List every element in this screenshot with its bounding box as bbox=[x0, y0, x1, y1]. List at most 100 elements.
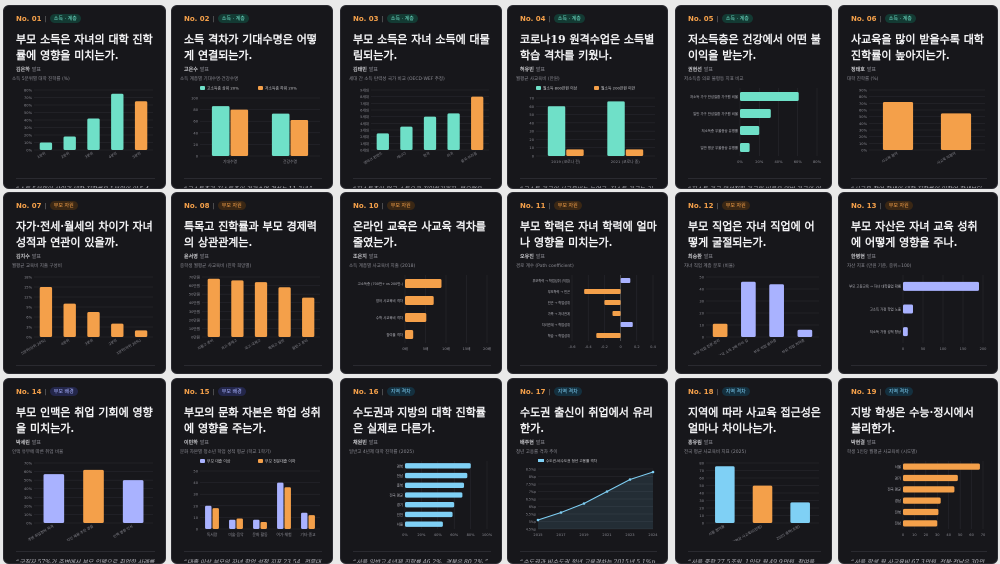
y-tick-label: 20% bbox=[24, 134, 33, 138]
legend-swatch bbox=[200, 459, 205, 463]
x-tick-label: 미국 bbox=[446, 150, 455, 158]
presenter-line: 배주현 발표 bbox=[520, 439, 545, 446]
y-tick-label: 0 bbox=[702, 336, 705, 340]
slide-number: No. 06 bbox=[851, 15, 877, 23]
y-tick-label: 50 bbox=[193, 470, 198, 474]
bar bbox=[790, 502, 810, 523]
x-tick-label: 문화 활동 bbox=[252, 532, 268, 537]
x-tick-label: 2015 bbox=[533, 533, 542, 537]
bar bbox=[271, 113, 290, 156]
x-tick-label: 4분위 bbox=[108, 151, 118, 160]
legend-label: 월소득 800만원 이상 bbox=[543, 86, 578, 91]
chart-caption: 학생 1인당 월평균 사교육비 (시도별) bbox=[847, 450, 918, 455]
chart-caption: 자녀 직업 계층 분포 (비율) bbox=[684, 264, 735, 269]
takeaway-quote: “저소득층이 평균 소득으로 진입하기까지, 북유럽은 2~3세대, 한국·브라… bbox=[353, 178, 491, 188]
chart-caption: 전국 평균 사교육비 지표 (2025) bbox=[684, 450, 747, 455]
chart-caption: 인맥 유무에 따른 취업 비율 bbox=[12, 450, 64, 455]
slide-card[interactable]: No. 06 | 소득 · 계층 사교육을 많이 받을수록 대학 진학률이 높아지는가… bbox=[838, 5, 998, 189]
y-tick-label: 참여율 격차 bbox=[386, 332, 404, 337]
slide-card[interactable]: No. 02 | 소득 · 계층 소득 격차가 기대수명은 어떻게 연결되는가. 고은수… bbox=[171, 5, 333, 189]
slide-card[interactable]: No. 19 | 지역 격차 지방 학생은 수능·정시에서 불리한가. 박현결 발표 학생 … bbox=[838, 378, 998, 564]
y-tick-label: 60만원 bbox=[189, 283, 200, 288]
card-header: No. 14 | 부모 배경 bbox=[16, 387, 155, 401]
slide-card[interactable]: No. 03 | 소득 · 계층 부모 소득은 자녀 소득에 대물림되는가. 김태민 발표… bbox=[340, 5, 502, 189]
slide-card[interactable]: No. 11 | 부모 자원 부모 학력은 자녀 학력에 얼마나 영향을 미치는가. 오… bbox=[507, 192, 668, 374]
slide-number: No. 04 bbox=[520, 15, 546, 23]
slide-card[interactable]: No. 13 | 부모 자원 부모 자산은 자녀 교육 성취에 어떻게 영향을 주나.… bbox=[838, 192, 998, 374]
bar bbox=[87, 312, 100, 337]
y-tick-label: 60 bbox=[193, 120, 198, 124]
bar bbox=[405, 279, 442, 288]
bar bbox=[903, 474, 958, 482]
card-header: No. 15 | 부모 배경 bbox=[184, 387, 322, 401]
y-tick-label: 부모학력 → 빈곤 bbox=[548, 289, 570, 294]
y-tick-label: 20% bbox=[859, 135, 868, 139]
slide-card[interactable]: No. 05 | 소득 · 계층 저소득층은 건강에서 어떤 불이익을 받는가. 권현선… bbox=[675, 5, 832, 189]
x-tick-label: 5분위 bbox=[131, 151, 141, 160]
bar bbox=[39, 287, 53, 337]
y-tick-label: 20 bbox=[529, 138, 534, 142]
slide-card[interactable]: No. 17 | 지역 격차 수도권 출신이 취업에서 유리한가. 배주현 발표 청년 고용… bbox=[507, 378, 668, 564]
card-header: No. 18 | 지역 격차 bbox=[688, 387, 821, 401]
y-tick-label: 50만원 bbox=[189, 292, 200, 297]
slide-card[interactable]: No. 01 | 소득 · 계층 부모 소득은 자녀의 대학 진학률에 영향을 미치는… bbox=[3, 5, 166, 189]
y-tick-label: 경기 bbox=[895, 475, 901, 480]
slide-card[interactable]: No. 08 | 부모 자원 특목고 진학률과 부모 경제력의 상관관계는. 윤서영 발표… bbox=[171, 192, 333, 374]
chart-caption: 월평균 사교육비 (만원) bbox=[516, 77, 560, 82]
slide-number: No. 13 bbox=[851, 202, 877, 210]
bar bbox=[741, 281, 756, 337]
slide-card[interactable]: No. 07 | 부모 자원 자가·전세·월세의 차이가 자녀 성적과 연관이 있을까… bbox=[3, 192, 166, 374]
y-tick-label: 20 bbox=[699, 312, 704, 316]
category-tag: 소득 · 계층 bbox=[217, 14, 249, 23]
slide-card[interactable]: No. 16 | 지역 격차 수도권과 지방의 대학 진학률은 실제로 다른가. 채원빈… bbox=[340, 378, 502, 564]
y-tick-label: 0% bbox=[26, 522, 32, 526]
category-tag: 소득 · 계층 bbox=[721, 14, 753, 23]
y-tick-label: 80 bbox=[699, 462, 704, 466]
x-tick-label: 건강수명 bbox=[283, 159, 297, 164]
y-tick-label: 전북 bbox=[895, 509, 901, 514]
slide-title: 부모 인맥은 취업 기회에 영향을 미치는가. bbox=[16, 406, 153, 435]
slide-number: No. 07 bbox=[16, 202, 42, 210]
x-tick-label: 특목고 일반 bbox=[267, 337, 285, 351]
bar bbox=[43, 474, 65, 523]
y-tick-label: 일반 평균 우울증상 유병률 bbox=[700, 145, 738, 150]
legend-swatch bbox=[594, 86, 599, 90]
x-tick-label: 50 bbox=[921, 347, 926, 351]
takeaway-quote: “특목고 준비 중학생의 월 사교육비는 일반고 준비보다 20만원 이상 높다… bbox=[184, 365, 322, 373]
slide-card[interactable]: No. 18 | 지역 격차 지역에 따라 사교육 접근성은 얼마나 차이나는가. 홍유… bbox=[675, 378, 832, 564]
chart-caption: 경로 계수 (Path coefficient) bbox=[516, 264, 574, 269]
presenter-role: 발표 bbox=[535, 254, 546, 260]
legend-swatch bbox=[258, 459, 263, 463]
chart-caption: 대학 진학률 (%) bbox=[847, 77, 879, 82]
x-tick-label: 독서량 bbox=[207, 532, 218, 537]
takeaway-quote: “서울 일반고 4년제 진학률 46.2%, 경북은 80.2%.” bbox=[353, 551, 491, 563]
bar bbox=[903, 486, 955, 493]
slide-card[interactable]: No. 15 | 부모 배경 부모의 문화 자본은 학업 성취에 영향을 주는가. 이민… bbox=[171, 378, 333, 564]
y-tick-label: 80% bbox=[859, 95, 868, 99]
y-tick-label: 9세대 bbox=[360, 88, 369, 93]
y-tick-label: 서울 bbox=[895, 464, 901, 469]
slide-title: 온라인 교육은 사교육 격차를 줄였는가. bbox=[353, 220, 486, 249]
category-tag: 부모 자원 bbox=[217, 201, 246, 210]
slide-card[interactable]: No. 14 | 부모 배경 부모 인맥은 취업 기회에 영향을 미치는가. 박세린 발표… bbox=[3, 378, 166, 564]
y-tick-label: 10 bbox=[699, 514, 704, 518]
presenter-name: 박현결 bbox=[851, 440, 865, 446]
slide-card[interactable]: No. 04 | 소득 · 계층 코로나19 원격수업은 소득별 학습 격차를 키웠나… bbox=[507, 5, 668, 189]
x-tick-label: 2분위 bbox=[60, 151, 70, 160]
x-tick-label: 0 bbox=[902, 347, 905, 351]
y-tick-label: 10% bbox=[24, 141, 33, 145]
takeaway-quote: “사교육 참여 학생의 대학 진학률이 미참여 학생보다 20%p 가량 높다.… bbox=[851, 178, 987, 188]
x-tick-label: 5분위(상위 20%) bbox=[20, 337, 47, 355]
y-tick-label: 20 bbox=[699, 507, 704, 511]
y-tick-label: 일반 가구 만성질환 가구원 비율 bbox=[693, 111, 738, 116]
slide-card[interactable]: No. 12 | 부모 자원 부모 직업은 자녀 직업에 어떻게 굴절되는가. 최승환 발… bbox=[675, 192, 832, 374]
presenter-line: 오유진 발표 bbox=[520, 253, 545, 260]
category-tag: 소득 · 계층 bbox=[386, 14, 418, 23]
presenter-name: 배주현 bbox=[520, 440, 534, 446]
presenter-role: 발표 bbox=[866, 67, 877, 73]
slide-card[interactable]: No. 10 | 부모 자원 온라인 교육은 사교육 격차를 줄였는가. 조은지 발표 소득… bbox=[340, 192, 502, 374]
y-tick-label: 40% bbox=[24, 119, 33, 123]
